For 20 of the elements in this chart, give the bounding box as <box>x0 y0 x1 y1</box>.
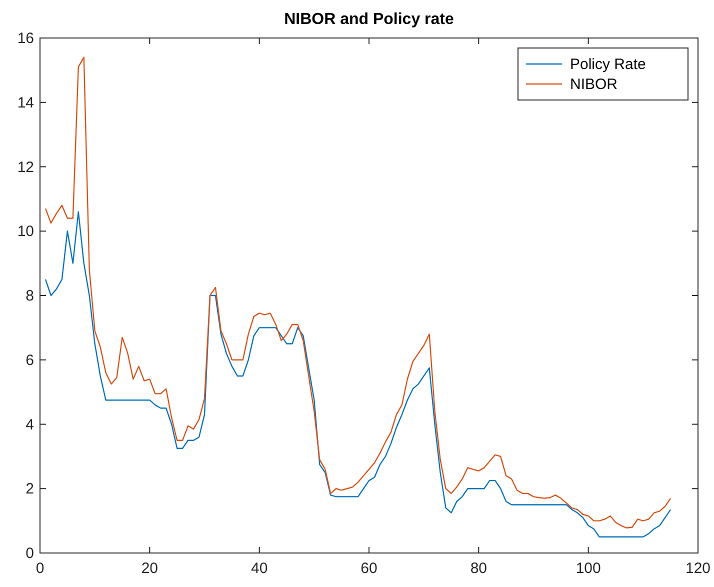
y-tick-label: 8 <box>26 288 34 304</box>
y-tick-label: 10 <box>17 223 34 240</box>
legend-label: NIBOR <box>570 76 618 93</box>
y-tick-label: 6 <box>26 352 34 369</box>
x-tick-label: 120 <box>685 560 711 577</box>
line-series <box>44 211 672 538</box>
x-tick-label: 40 <box>250 560 268 577</box>
y-tick-label: 14 <box>17 94 34 112</box>
y-tick-label: 12 <box>17 158 34 176</box>
y-tick-label: 0 <box>26 545 34 562</box>
x-tick-label: 80 <box>470 560 488 577</box>
x-tick-label: 20 <box>141 560 158 577</box>
chart-title: NIBOR and Policy rate <box>284 11 454 28</box>
y-tick-label: 16 <box>17 30 34 47</box>
legend-label: Policy Rate <box>570 56 646 73</box>
y-tick-label: 2 <box>26 480 34 498</box>
x-tick-label: 100 <box>576 560 601 577</box>
x-tick-label: 60 <box>360 560 378 577</box>
line-series <box>44 56 672 528</box>
y-tick-label: 4 <box>26 416 34 434</box>
